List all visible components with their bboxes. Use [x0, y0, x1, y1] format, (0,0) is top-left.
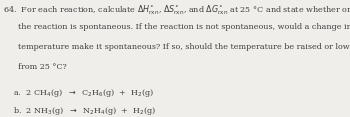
Text: 64.  For each reaction, calculate $\Delta H^{\circ}_{\mathrm{rxn}}$, $\Delta S^{: 64. For each reaction, calculate $\Delta… [3, 4, 350, 17]
Text: the reaction is spontaneous. If the reaction is not spontaneous, would a change : the reaction is spontaneous. If the reac… [18, 23, 350, 31]
Text: b.  2 NH$_3$(g)  $\rightarrow$  N$_2$H$_4$(g)  +  H$_2$(g): b. 2 NH$_3$(g) $\rightarrow$ N$_2$H$_4$(… [13, 105, 157, 117]
Text: a.  2 CH$_4$(g)  $\rightarrow$  C$_2$H$_6$(g)  +  H$_2$(g): a. 2 CH$_4$(g) $\rightarrow$ C$_2$H$_6$(… [13, 87, 155, 99]
Text: from 25 °C?: from 25 °C? [18, 63, 67, 71]
Text: temperature make it spontaneous? If so, should the temperature be raised or lowe: temperature make it spontaneous? If so, … [18, 43, 350, 51]
